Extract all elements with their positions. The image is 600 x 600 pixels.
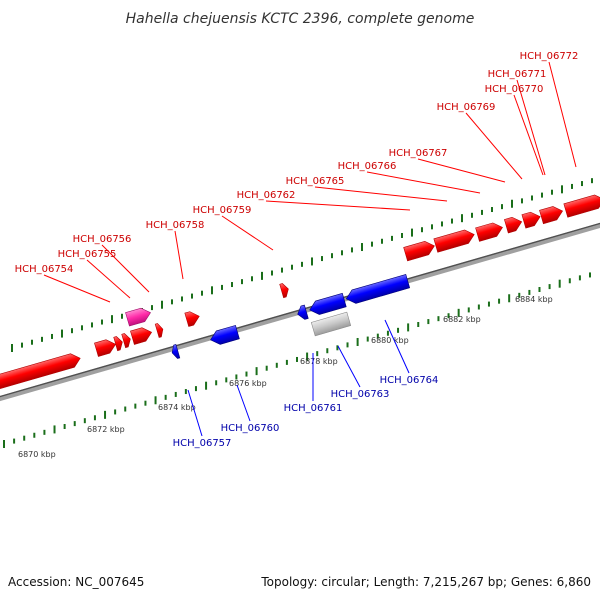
blue-gene: [309, 292, 347, 315]
leader-line: [548, 61, 577, 168]
red-gene: [475, 222, 503, 242]
accession-label: Accession: NC_007645: [8, 575, 144, 589]
red-gene: [433, 229, 475, 253]
leader-line: [265, 200, 411, 211]
forward-gene-label: HCH_06759: [193, 205, 252, 216]
label-leaders: [43, 61, 577, 437]
forward-gene-label: HCH_06758: [146, 220, 205, 231]
ruler-label: 6884 kbp: [515, 295, 553, 304]
leader-line: [314, 186, 448, 202]
reverse-gene-label: HCH_06760: [221, 423, 280, 434]
leader-line: [187, 389, 203, 437]
pink-gene: [125, 307, 151, 327]
ruler-label: 6876 kbp: [229, 379, 267, 388]
ruler-label: 6878 kbp: [300, 357, 338, 366]
ruler-label: 6870 kbp: [18, 450, 56, 459]
reverse-gene-label: HCH_06761: [284, 403, 343, 414]
forward-gene-label: HCH_06770: [485, 84, 544, 95]
reverse-gene-label: HCH_06763: [331, 389, 390, 400]
blue-gene: [171, 344, 181, 359]
leader-line: [513, 94, 544, 176]
red-gene: [113, 336, 123, 352]
leader-line: [236, 384, 251, 422]
gene-track: [0, 194, 600, 391]
red-gene: [403, 241, 435, 262]
red-gene: [130, 327, 153, 345]
red-gene: [521, 211, 541, 229]
forward-gene-label: HCH_06771: [488, 69, 547, 80]
red-gene: [94, 339, 117, 357]
leader-line: [516, 79, 546, 176]
forward-gene-label: HCH_06765: [286, 176, 345, 187]
red-gene: [539, 206, 564, 225]
leader-line: [221, 215, 274, 251]
ruler-label: 6874 kbp: [158, 403, 196, 412]
blue-gene: [210, 325, 240, 345]
forward-gene-label: HCH_06756: [73, 234, 132, 245]
forward-gene-label: HCH_06755: [58, 249, 117, 260]
red-gene: [184, 311, 200, 327]
genome-summary-label: Topology: circular; Length: 7,215,267 bp…: [260, 575, 591, 589]
forward-gene-label: HCH_06762: [237, 190, 296, 201]
grey-gene: [310, 311, 352, 337]
forward-gene-label: HCH_06754: [15, 264, 74, 275]
leader-line: [101, 244, 150, 293]
reverse-gene-label: HCH_06757: [173, 438, 232, 449]
ruler-label: 6872 kbp: [87, 425, 125, 434]
red-gene: [121, 333, 131, 349]
red-gene: [0, 353, 81, 391]
blue-gene: [297, 304, 309, 320]
leader-line: [384, 319, 410, 374]
reverse-gene-label: HCH_06764: [380, 375, 439, 386]
red-gene: [504, 216, 523, 234]
ruler-label: 6882 kbp: [443, 315, 481, 324]
forward-gene-label: HCH_06767: [389, 148, 448, 159]
leader-line: [86, 259, 131, 299]
ruler-label: 6880 kbp: [371, 336, 409, 345]
red-gene: [154, 323, 164, 338]
forward-gene-label: HCH_06766: [338, 161, 397, 172]
leader-line: [43, 274, 111, 303]
map-title: Hahella chejuensis KCTC 2396, complete g…: [126, 11, 475, 27]
leader-line: [337, 345, 361, 388]
gene-labels: HCH_06754 HCH_06755 HCH_06756 HCH_06758 HCH_…: [15, 51, 579, 449]
red-gene: [563, 194, 600, 218]
blue-gene: [345, 274, 411, 304]
leader-line: [366, 171, 481, 194]
forward-gene-label: HCH_06769: [437, 102, 496, 113]
leader-line: [417, 158, 506, 183]
leader-line: [465, 112, 523, 180]
red-gene: [279, 283, 289, 299]
tick-rows: 6870 kbp 6872 kbp 6874 kbp 6876 kbp 6878 kbp…: [3, 178, 593, 459]
leader-line: [174, 230, 184, 280]
forward-gene-label: HCH_06772: [520, 51, 579, 62]
